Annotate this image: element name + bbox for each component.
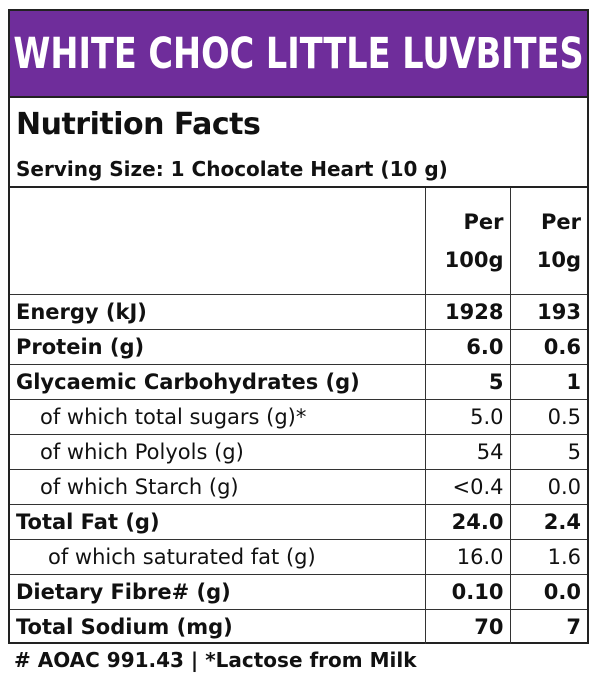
value-per-10g: 0.0 bbox=[509, 574, 587, 610]
value-per-100g: 24.0 bbox=[424, 504, 511, 540]
table-row: Total Fat (g) 24.0 2.4 bbox=[10, 504, 587, 540]
table-row: Protein (g) 6.0 0.6 bbox=[10, 329, 587, 365]
value-per-100g: <0.4 bbox=[424, 469, 511, 505]
nutrition-table: Per 100g Per 10g Energy (kJ) 1928 193 Pr… bbox=[10, 186, 587, 644]
value-per-100g: 16.0 bbox=[424, 539, 511, 575]
row-label: Total Fat (g) bbox=[10, 504, 426, 540]
product-title: WHITE CHOC LITTLE LUVBITES bbox=[13, 28, 584, 79]
value-per-10g: 0.6 bbox=[509, 329, 587, 365]
value-per-100g: 6.0 bbox=[424, 329, 511, 365]
value-per-100g: 54 bbox=[424, 434, 511, 470]
footnote: # AOAC 991.43 | *Lactose from Milk bbox=[14, 648, 417, 672]
nutrition-label: WHITE CHOC LITTLE LUVBITES Nutrition Fac… bbox=[8, 9, 589, 644]
column-header-per-100g: Per 100g bbox=[424, 186, 511, 295]
row-label: Total Sodium (mg) bbox=[10, 609, 426, 644]
value-per-100g: 5 bbox=[424, 364, 511, 400]
value-per-100g: 1928 bbox=[424, 294, 511, 330]
table-row: Total Sodium (mg) 70 7 bbox=[10, 609, 587, 644]
column-header-per-100g-line1: Per bbox=[463, 210, 504, 234]
value-per-100g: 5.0 bbox=[424, 399, 511, 435]
table-row: of which Starch (g) <0.4 0.0 bbox=[10, 469, 587, 505]
row-label: Dietary Fibre# (g) bbox=[10, 574, 426, 610]
table-row: Glycaemic Carbohydrates (g) 5 1 bbox=[10, 364, 587, 400]
table-row: Energy (kJ) 1928 193 bbox=[10, 294, 587, 330]
table-header-row: Per 100g Per 10g bbox=[10, 186, 587, 295]
row-label: of which saturated fat (g) bbox=[10, 539, 426, 575]
value-per-10g: 7 bbox=[509, 609, 587, 644]
product-banner: WHITE CHOC LITTLE LUVBITES bbox=[10, 11, 587, 98]
value-per-10g: 0.0 bbox=[509, 469, 587, 505]
table-row: of which total sugars (g)* 5.0 0.5 bbox=[10, 399, 587, 435]
column-header-per-10g: Per 10g bbox=[509, 186, 587, 295]
value-per-10g: 1.6 bbox=[509, 539, 587, 575]
column-header-per-100g-line2: 100g bbox=[444, 248, 504, 272]
column-header-per-10g-line1: Per bbox=[541, 210, 581, 234]
row-label: of which Polyols (g) bbox=[10, 434, 426, 470]
value-per-10g: 193 bbox=[509, 294, 587, 330]
column-header-per-10g-line2: 10g bbox=[536, 248, 581, 272]
nutrition-facts-heading: Nutrition Facts bbox=[16, 107, 261, 142]
row-label: of which Starch (g) bbox=[10, 469, 426, 505]
header-blank-cell bbox=[10, 186, 426, 295]
value-per-10g: 0.5 bbox=[509, 399, 587, 435]
serving-size: Serving Size: 1 Chocolate Heart (10 g) bbox=[16, 157, 448, 181]
row-label: Glycaemic Carbohydrates (g) bbox=[10, 364, 426, 400]
row-label: Protein (g) bbox=[10, 329, 426, 365]
table-row: Dietary Fibre# (g) 0.10 0.0 bbox=[10, 574, 587, 610]
value-per-10g: 2.4 bbox=[509, 504, 587, 540]
value-per-10g: 5 bbox=[509, 434, 587, 470]
row-label: of which total sugars (g)* bbox=[10, 399, 426, 435]
table-row: of which Polyols (g) 54 5 bbox=[10, 434, 587, 470]
value-per-100g: 0.10 bbox=[424, 574, 511, 610]
value-per-10g: 1 bbox=[509, 364, 587, 400]
table-row: of which saturated fat (g) 16.0 1.6 bbox=[10, 539, 587, 575]
value-per-100g: 70 bbox=[424, 609, 511, 644]
row-label: Energy (kJ) bbox=[10, 294, 426, 330]
